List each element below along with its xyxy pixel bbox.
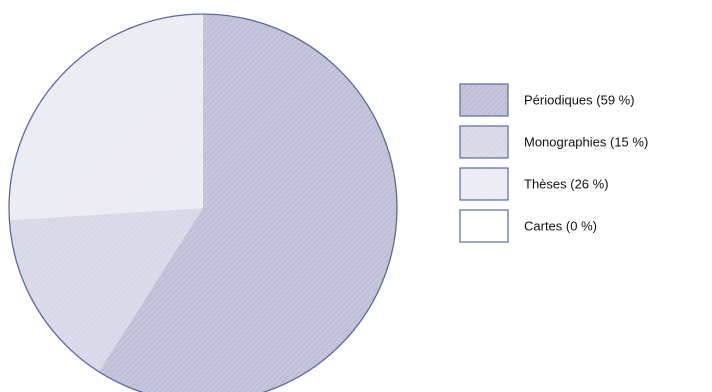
pie-slice-texture-periodiques xyxy=(99,14,397,392)
legend: Périodiques (59 %) Monographies (15 %) Thè… xyxy=(459,83,648,243)
pie-slice-texture-monographies xyxy=(9,208,204,372)
pie-slice-texture-theses xyxy=(8,14,203,221)
legend-swatch-texture-periodiques xyxy=(461,85,507,115)
legend-swatch-texture-monographies xyxy=(461,127,507,157)
pie-outline xyxy=(8,13,398,392)
legend-swatch-cartes xyxy=(459,209,509,243)
legend-label-periodiques: Périodiques (59 %) xyxy=(524,93,635,108)
pie-slices xyxy=(8,13,398,392)
legend-label-cartes: Cartes (0 %) xyxy=(524,219,597,234)
legend-swatch-texture-theses xyxy=(461,169,507,199)
legend-label-theses: Thèses (26 %) xyxy=(524,177,609,192)
legend-label-monographies: Monographies (15 %) xyxy=(524,135,648,150)
